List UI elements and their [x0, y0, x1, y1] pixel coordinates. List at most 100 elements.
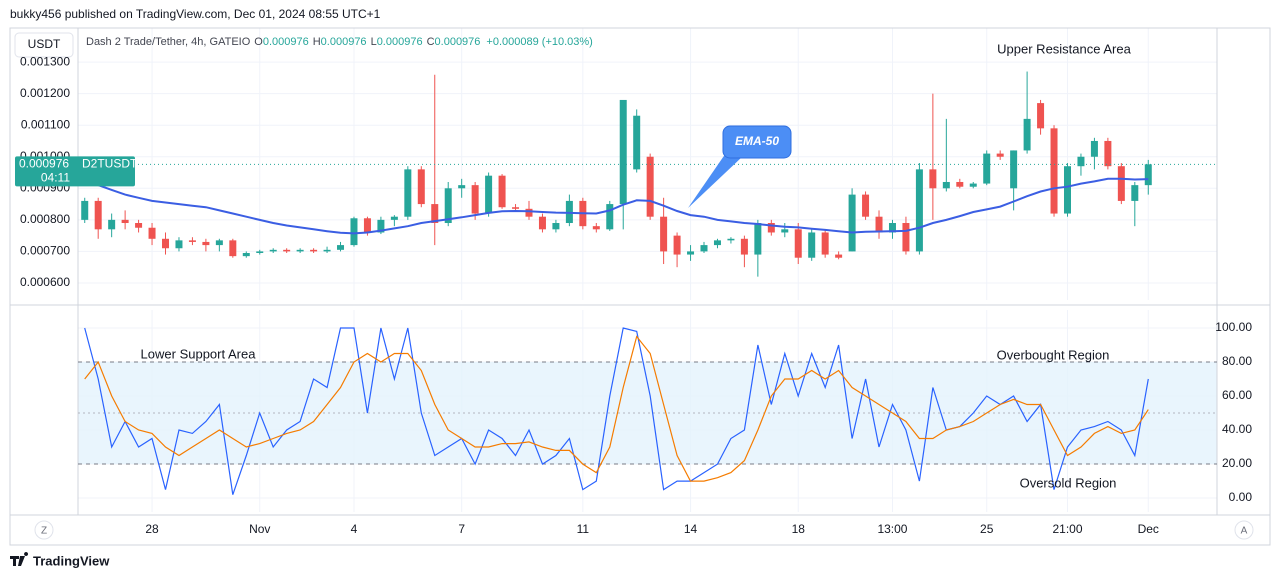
candle-body — [269, 249, 277, 252]
x-tick-label: 4 — [351, 522, 358, 536]
y-tick-label: 0.000700 — [20, 244, 70, 258]
y-tick-label: 0.000600 — [20, 275, 70, 289]
x-tick-label: 21:00 — [1052, 522, 1082, 536]
candle-body — [902, 223, 910, 252]
candle-body — [256, 251, 264, 253]
callout-pointer — [688, 150, 742, 208]
candle-body — [767, 223, 775, 233]
candle-body — [713, 240, 721, 246]
candle-body — [135, 223, 143, 228]
legend: Dash 2 Trade/Tether, 4h, GATEIO O0.000976… — [86, 36, 593, 48]
candle-body — [929, 169, 937, 189]
candle-body — [942, 181, 950, 189]
last-price-box — [15, 156, 135, 187]
legend-change: +0.000089 (+10.03%) — [486, 36, 592, 48]
candle-body — [323, 249, 331, 252]
y-tick-label: 40.00 — [1222, 422, 1252, 436]
candle-body — [175, 240, 183, 249]
legend-key: L — [371, 36, 377, 48]
candle-body — [188, 240, 196, 242]
y-tick-label: 80.00 — [1222, 354, 1252, 368]
candle-body — [996, 153, 1004, 157]
y-tick-label: 20.00 — [1222, 456, 1252, 470]
candle-body — [687, 251, 695, 255]
button-label: Z — [41, 526, 47, 537]
currency: USDT — [28, 37, 61, 51]
candle-body — [121, 219, 129, 224]
candle-body — [525, 208, 533, 217]
ema-line — [84, 174, 1149, 235]
candle-body — [1104, 140, 1112, 167]
button[interactable] — [1234, 520, 1254, 540]
currency-box[interactable] — [14, 32, 74, 58]
candle-body — [875, 216, 883, 233]
candle-body — [81, 200, 89, 220]
candle-body — [740, 238, 748, 255]
legend-value: 0.000976 — [321, 36, 367, 48]
legend-value: 0.000976 — [263, 36, 309, 48]
candle-body — [350, 218, 358, 246]
candle-body — [956, 181, 964, 187]
button[interactable] — [34, 520, 54, 540]
candle-body — [821, 232, 829, 255]
y-tick-label: 100.00 — [1215, 320, 1252, 334]
last-price: 0.000976 — [19, 156, 69, 170]
candle-body — [969, 183, 977, 187]
callout-box — [722, 125, 792, 159]
candle-body — [727, 238, 735, 241]
candle-body — [1037, 103, 1045, 129]
candle-body — [404, 169, 412, 217]
candle-body — [296, 249, 304, 252]
candle-body — [417, 169, 425, 205]
candle-body — [915, 169, 923, 252]
legend-title: Dash 2 Trade/Tether, 4h, GATEIO — [86, 36, 251, 48]
candle-body — [363, 218, 371, 233]
candle-body — [283, 249, 291, 252]
candle-body — [202, 241, 210, 246]
candle-body — [619, 99, 627, 205]
legend-key: H — [313, 36, 321, 48]
y-tick-label: 0.00 — [1229, 490, 1253, 504]
candle-body — [485, 175, 493, 214]
y-tick-label: 0.001300 — [20, 54, 70, 68]
x-tick-label: Dec — [1138, 522, 1159, 536]
candle-body — [1131, 185, 1139, 201]
candle-body — [458, 185, 466, 189]
y-tick-label: 0.000800 — [20, 212, 70, 226]
candle-body — [592, 226, 600, 230]
plot: 0.0006000.0007000.0008000.0009000.001000… — [15, 54, 1252, 536]
candle-body — [538, 216, 546, 230]
candle-body — [646, 156, 654, 217]
oscillator-line — [84, 335, 1149, 482]
candle-body — [808, 232, 816, 258]
legend-value: 0.000976 — [377, 36, 423, 48]
candle-body — [1050, 128, 1058, 214]
candle-body — [1090, 140, 1098, 157]
candle-body — [862, 194, 870, 217]
candle-body — [215, 240, 223, 246]
x-tick-label: 28 — [145, 522, 159, 536]
candle-body — [229, 240, 237, 257]
candle-body — [983, 153, 991, 184]
candle-body — [471, 185, 479, 214]
candle-body — [1117, 166, 1125, 201]
candle-body — [794, 229, 802, 258]
candle-body — [444, 188, 452, 224]
annotation: Lower Support Area — [141, 346, 257, 361]
y-tick-label: 0.001200 — [20, 86, 70, 100]
band-fill — [78, 362, 1217, 465]
annotation: Overbought Region — [997, 347, 1110, 362]
button-label: A — [1241, 526, 1248, 537]
oscillator-line — [84, 327, 1149, 495]
x-tick-label: 25 — [980, 522, 994, 536]
candle-body — [108, 219, 116, 230]
x-tick-label: 13:00 — [877, 522, 907, 536]
legend-key: O — [254, 36, 263, 48]
candle-body — [700, 245, 708, 252]
legend-value: 0.000976 — [435, 36, 481, 48]
candle-body — [94, 200, 102, 230]
footer-brand: TradingView — [33, 553, 110, 568]
callout-text: EMA-50 — [735, 134, 779, 148]
candle-body — [512, 207, 520, 209]
x-tick-label: 14 — [684, 522, 698, 536]
